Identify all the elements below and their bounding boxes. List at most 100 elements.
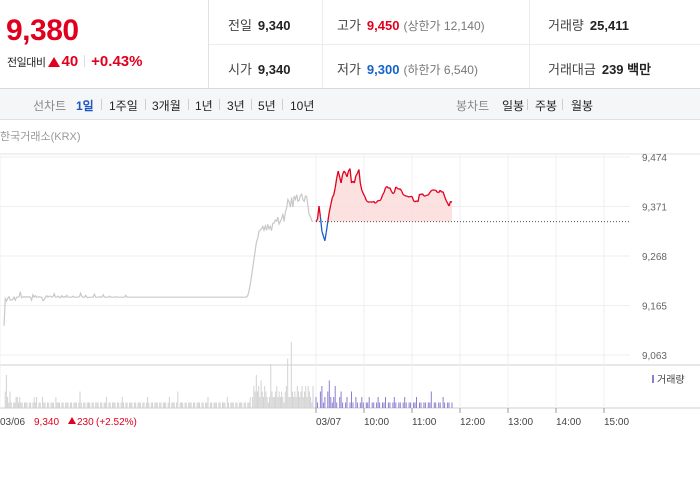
- price-box: 9,380 전일대비 40 +0.43%: [0, 0, 209, 88]
- tab-1y[interactable]: 1년: [195, 99, 213, 113]
- low-stat: 저가 9,300 (하한가 6,540): [337, 62, 478, 77]
- volume-bars: [4, 342, 453, 408]
- today-line-segment: [401, 190, 404, 195]
- today-line-segment: [373, 200, 376, 204]
- today-line-segment: [337, 170, 341, 178]
- chart-tabs: 선차트 1일 1주일 3개월 1년 3년 5년 10년 봉차트 일봉 주봉 월봉: [0, 89, 700, 120]
- today-area-fill: [316, 168, 452, 222]
- today-line-segment: [331, 194, 335, 198]
- today-line-segment: [328, 204, 332, 213]
- today-price-line: [315, 168, 453, 241]
- x-tick-label: 13:00: [508, 417, 533, 428]
- open-stat: 시가 9,340: [228, 62, 291, 77]
- today-line-segment: [371, 200, 375, 203]
- divider: [209, 44, 700, 45]
- today-line-segment: [430, 189, 434, 192]
- today-line-segment: [407, 195, 410, 198]
- today-line-segment: [421, 193, 425, 197]
- today-line-segment: [355, 173, 358, 177]
- today-line-segment: [374, 201, 377, 204]
- y-tick-label: 9,371: [642, 203, 667, 214]
- today-line-segment: [417, 193, 421, 202]
- today-line-segment: [448, 201, 452, 207]
- y-tick-label: 9,165: [642, 302, 667, 313]
- today-line-segment: [443, 196, 447, 201]
- volume-legend-swatch: [652, 375, 654, 383]
- divider: [188, 99, 189, 110]
- today-line-segment: [368, 201, 371, 203]
- today-line-segment: [427, 192, 431, 196]
- today-line-segment: [408, 195, 411, 198]
- tab-1w[interactable]: 1주일: [109, 99, 138, 113]
- today-line-segment: [379, 198, 382, 202]
- prev-day-date: 03/06: [0, 417, 25, 428]
- today-line-segment: [414, 200, 417, 203]
- x-tick-label: 10:00: [364, 417, 389, 428]
- today-line-segment: [318, 206, 322, 217]
- today-line-segment: [327, 211, 330, 222]
- today-line-segment: [389, 187, 392, 192]
- prev-day-change: 230: [77, 417, 94, 428]
- today-price-area: [316, 168, 452, 222]
- today-line-segment: [319, 216, 323, 232]
- change-value: 40: [61, 53, 79, 70]
- y-tick-label: 9,063: [642, 351, 667, 362]
- y-axis-ticks: 9,474 9,371 9,268 9,165 9,063: [642, 153, 667, 362]
- tab-5y[interactable]: 5년: [258, 99, 276, 113]
- y-tick-label: 9,474: [642, 153, 667, 164]
- up-triangle-icon: [68, 417, 76, 424]
- x-axis-ticks: 03/07 10:00 11:00 12:00 13:00 14:00 15:00: [315, 408, 629, 428]
- today-line-segment: [402, 194, 406, 197]
- change-row: 전일대비 40 +0.43%: [7, 53, 142, 70]
- high-stat: 고가 9,450 (상한가 12,140): [337, 18, 485, 33]
- divider: [101, 99, 102, 110]
- up-triangle-icon: [48, 57, 61, 67]
- today-line-segment: [413, 200, 416, 203]
- today-line-segment: [380, 194, 384, 200]
- today-line-segment: [419, 193, 422, 196]
- change-label: 전일대비: [7, 57, 46, 69]
- tab-monthly-candle[interactable]: 월봉: [571, 99, 594, 113]
- today-line-segment: [361, 189, 364, 194]
- today-line-segment: [442, 191, 446, 197]
- price-chart: 한국거래소(KRX) 9,474 9,371 9,268 9,165 9,063 거래량…: [0, 130, 700, 428]
- today-line-segment: [393, 186, 397, 193]
- stat-grid: 전일 9,340 시가 9,340 고가 9,450 (상한가 12,140) 저가 9,…: [209, 0, 700, 88]
- tab-3m[interactable]: 3개월: [152, 99, 181, 113]
- today-line-segment: [425, 194, 428, 197]
- today-line-segment: [405, 195, 408, 198]
- volume-stat: 거래량 25,411: [548, 18, 629, 33]
- tab-3y[interactable]: 3년: [227, 99, 245, 113]
- tab-daily-candle[interactable]: 일봉: [502, 99, 525, 113]
- prev-close-stat: 전일 9,340: [228, 18, 291, 33]
- prev-day-rate: (+2.52%): [96, 417, 137, 428]
- tab-weekly-candle[interactable]: 주봉: [535, 99, 558, 113]
- current-price: 9,380: [6, 14, 79, 47]
- prev-day-line: [3, 192, 314, 326]
- divider: [84, 55, 86, 67]
- tab-10y[interactable]: 10년: [290, 99, 315, 113]
- divider: [282, 99, 283, 110]
- today-line-segment: [346, 170, 350, 177]
- today-line-segment: [349, 168, 353, 184]
- today-line-segment: [392, 192, 395, 195]
- tab-1d[interactable]: 1일: [76, 99, 94, 113]
- today-line-segment: [325, 221, 329, 233]
- x-tick-label: 12:00: [460, 417, 485, 428]
- today-line-segment: [370, 201, 373, 203]
- today-line-segment: [445, 200, 449, 204]
- line-chart-label: 선차트: [33, 99, 67, 113]
- candle-chart-label: 봉차트: [456, 99, 490, 113]
- volume-legend: 거래량: [657, 374, 685, 386]
- today-line-segment: [333, 187, 336, 196]
- today-line-segment: [334, 178, 338, 188]
- change-rate: +0.43%: [91, 53, 143, 70]
- x-tick-label: 15:00: [604, 417, 629, 428]
- trade-value-stat: 거래대금 239 백만: [548, 62, 652, 77]
- today-line-segment: [404, 194, 407, 197]
- today-line-segment: [367, 201, 370, 203]
- divider: [562, 99, 563, 110]
- today-line-segment: [396, 187, 400, 190]
- today-line-segment: [358, 169, 361, 184]
- today-line-segment: [330, 197, 333, 205]
